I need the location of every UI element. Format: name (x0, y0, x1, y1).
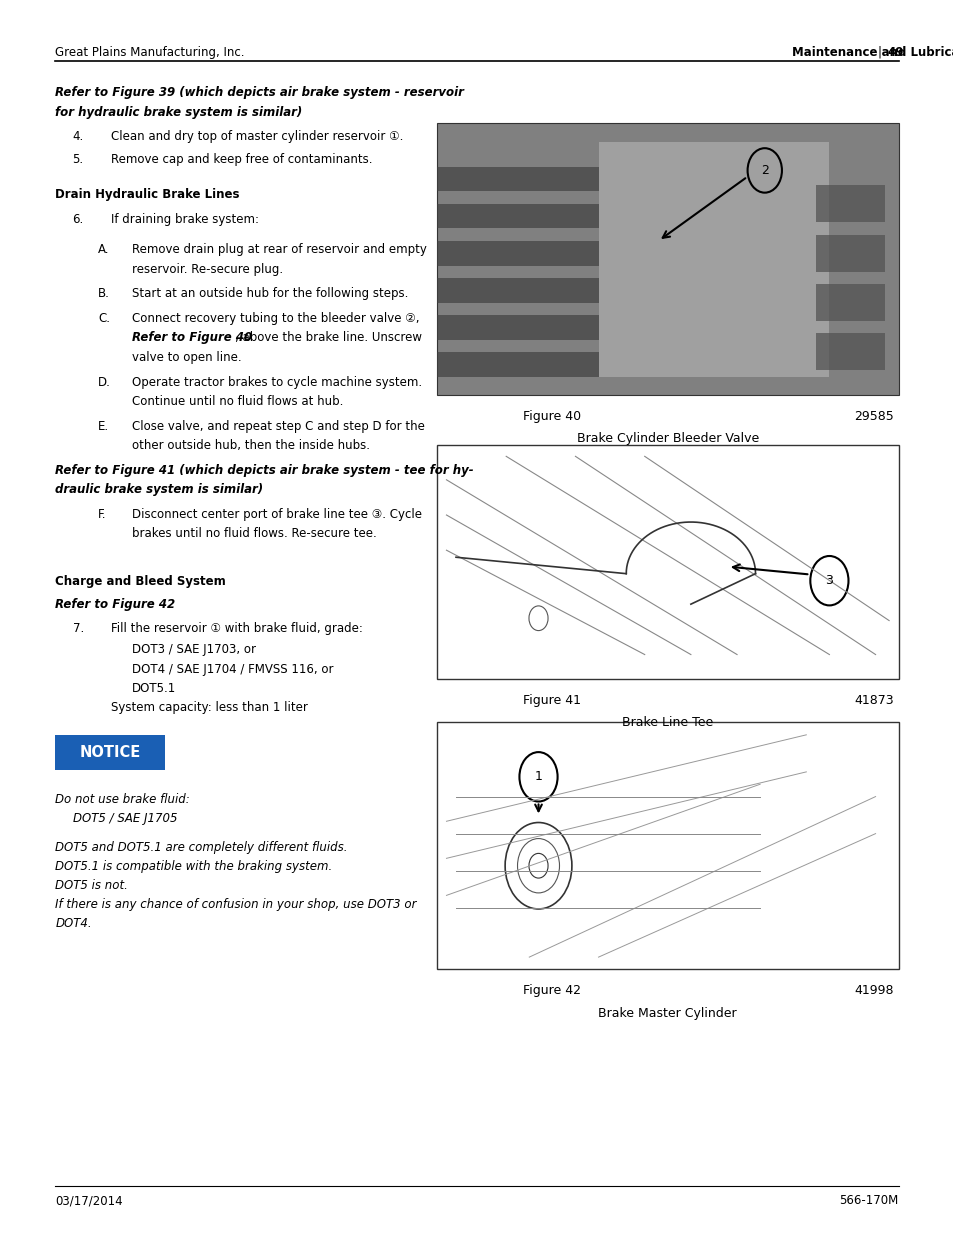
Bar (436, 204, 612, 228)
Text: Charge and Bleed System: Charge and Bleed System (55, 574, 226, 588)
Text: Start at an outside hub for the following steps.: Start at an outside hub for the followin… (132, 288, 408, 300)
Text: 41873: 41873 (853, 694, 893, 708)
Bar (815, 185, 883, 222)
Text: other outside hub, then the inside hubs.: other outside hub, then the inside hubs. (132, 438, 369, 452)
Text: Brake Cylinder Bleeder Valve: Brake Cylinder Bleeder Valve (576, 432, 759, 446)
Text: DOT5.1: DOT5.1 (132, 682, 175, 695)
Text: Refer to Figure 39 (which depicts air brake system - reservoir: Refer to Figure 39 (which depicts air br… (55, 86, 464, 100)
Text: Refer to Figure 41 (which depicts air brake system - tee for hy-: Refer to Figure 41 (which depicts air br… (55, 463, 474, 477)
Text: Connect recovery tubing to the bleeder valve ②,: Connect recovery tubing to the bleeder v… (132, 312, 418, 325)
Bar (436, 315, 612, 340)
Bar (436, 278, 612, 303)
Text: 1: 1 (534, 771, 542, 783)
Text: draulic brake system is similar): draulic brake system is similar) (55, 483, 263, 495)
Text: System capacity: less than 1 liter: System capacity: less than 1 liter (111, 701, 307, 714)
Text: valve to open line.: valve to open line. (132, 351, 241, 363)
Text: 49: 49 (886, 46, 902, 59)
Text: F.: F. (98, 508, 107, 521)
Text: Drain Hydraulic Brake Lines: Drain Hydraulic Brake Lines (55, 188, 239, 201)
Text: Maintenance and Lubrication: Maintenance and Lubrication (791, 46, 953, 59)
Text: If there is any chance of confusion in your shop, use DOT3 or: If there is any chance of confusion in y… (55, 898, 416, 911)
Text: 41998: 41998 (854, 984, 893, 998)
Text: DOT3 / SAE J1703, or: DOT3 / SAE J1703, or (132, 643, 255, 657)
Text: Figure 40: Figure 40 (523, 410, 580, 424)
Text: Close valve, and repeat step C and step D for the: Close valve, and repeat step C and step … (132, 420, 424, 432)
Text: |: | (877, 46, 881, 59)
Text: D.: D. (98, 375, 111, 389)
Text: DOT4.: DOT4. (55, 918, 91, 930)
Text: DOT4 / SAE J1704 / FMVSS 116, or: DOT4 / SAE J1704 / FMVSS 116, or (132, 663, 333, 676)
Text: 29585: 29585 (853, 410, 893, 424)
Text: B.: B. (98, 288, 110, 300)
Text: Brake Master Cylinder: Brake Master Cylinder (598, 1007, 737, 1020)
Text: Clean and dry top of master cylinder reservoir ①.: Clean and dry top of master cylinder res… (111, 131, 402, 143)
Text: DOT5 and DOT5.1 are completely different fluids.: DOT5 and DOT5.1 are completely different… (55, 841, 348, 853)
Text: DOT5 / SAE J1705: DOT5 / SAE J1705 (72, 813, 177, 825)
Text: DOT5.1 is compatible with the braking system.: DOT5.1 is compatible with the braking sy… (55, 860, 333, 873)
Bar (815, 333, 883, 370)
Bar (436, 722, 898, 969)
Text: 2: 2 (760, 164, 768, 177)
Bar (815, 284, 883, 321)
Text: A.: A. (98, 243, 110, 257)
Text: Refer to Figure 40: Refer to Figure 40 (132, 331, 252, 345)
Bar (598, 142, 828, 377)
Bar (815, 235, 883, 272)
Text: 7.: 7. (72, 622, 84, 636)
Text: for hydraulic brake system is similar): for hydraulic brake system is similar) (55, 106, 302, 119)
Text: reservoir. Re-secure plug.: reservoir. Re-secure plug. (132, 263, 282, 275)
Text: E.: E. (98, 420, 110, 432)
Text: 03/17/2014: 03/17/2014 (55, 1194, 123, 1208)
Text: Do not use brake fluid:: Do not use brake fluid: (55, 793, 190, 806)
Text: If draining brake system:: If draining brake system: (111, 212, 258, 226)
Bar (55, 735, 165, 769)
Text: NOTICE: NOTICE (79, 745, 141, 761)
Text: Disconnect center port of brake line tee ③. Cycle: Disconnect center port of brake line tee… (132, 508, 421, 521)
Text: Figure 41: Figure 41 (523, 694, 580, 708)
Bar (436, 445, 898, 679)
Text: brakes until no fluid flows. Re-secure tee.: brakes until no fluid flows. Re-secure t… (132, 526, 376, 540)
Bar (436, 352, 612, 377)
Text: 6.: 6. (72, 212, 84, 226)
Text: Refer to Figure 42: Refer to Figure 42 (55, 598, 175, 610)
Text: Figure 42: Figure 42 (523, 984, 580, 998)
Text: 566-170M: 566-170M (839, 1194, 898, 1208)
Bar (436, 167, 612, 191)
Text: Great Plains Manufacturing, Inc.: Great Plains Manufacturing, Inc. (55, 46, 245, 59)
Text: Remove cap and keep free of contaminants.: Remove cap and keep free of contaminants… (111, 153, 372, 167)
Text: Remove drain plug at rear of reservoir and empty: Remove drain plug at rear of reservoir a… (132, 243, 426, 257)
Text: Continue until no fluid flows at hub.: Continue until no fluid flows at hub. (132, 395, 343, 408)
Bar (436, 241, 612, 266)
Text: 5.: 5. (72, 153, 84, 167)
Text: C.: C. (98, 312, 111, 325)
Text: Brake Line Tee: Brake Line Tee (621, 716, 713, 730)
Text: 3: 3 (824, 574, 833, 587)
Text: Operate tractor brakes to cycle machine system.: Operate tractor brakes to cycle machine … (132, 375, 421, 389)
Bar (436, 124, 898, 395)
Text: , above the brake line. Unscrew: , above the brake line. Unscrew (234, 331, 421, 345)
Text: DOT5 is not.: DOT5 is not. (55, 879, 128, 892)
Text: Fill the reservoir ① with brake fluid, grade:: Fill the reservoir ① with brake fluid, g… (111, 622, 362, 636)
Text: 4.: 4. (72, 131, 84, 143)
